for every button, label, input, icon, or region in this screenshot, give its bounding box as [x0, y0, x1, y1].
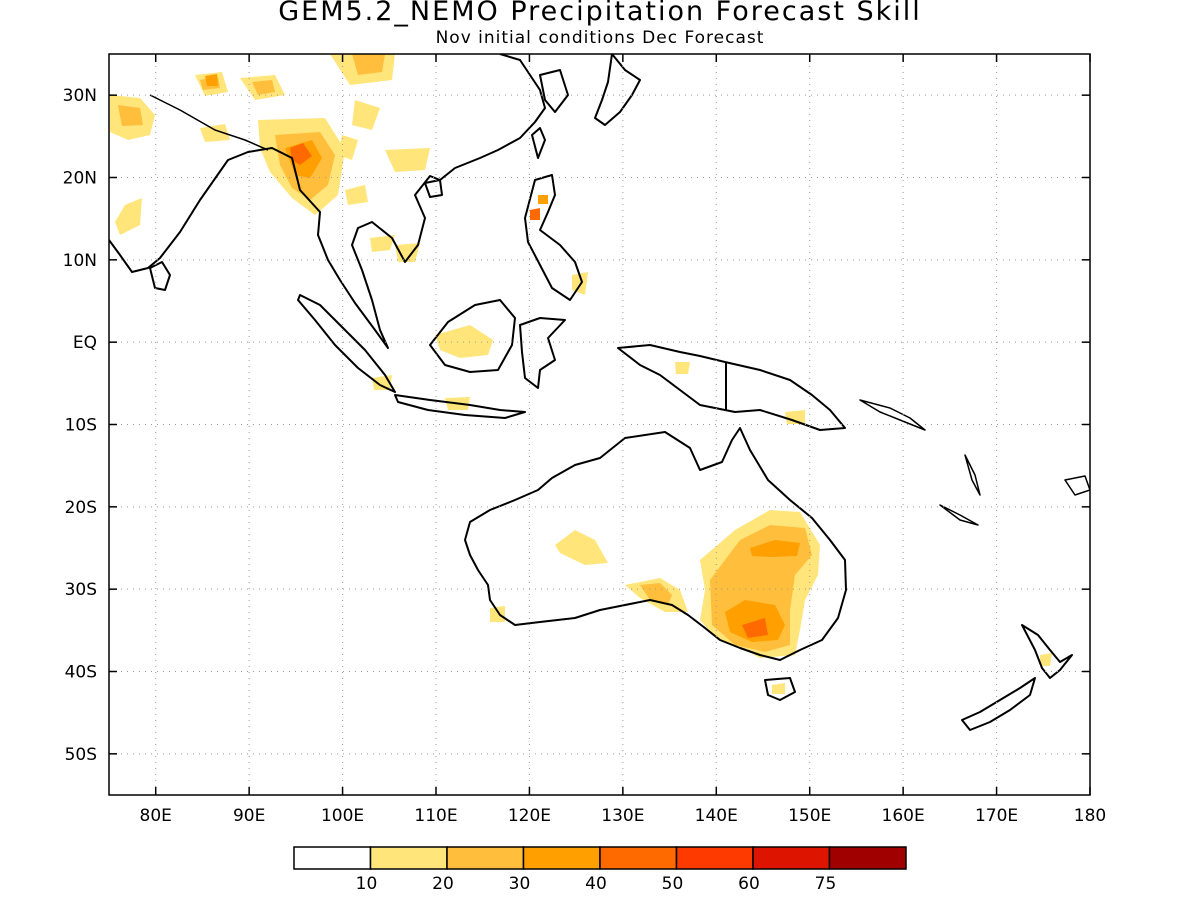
- colorbar-swatch: [675, 846, 754, 870]
- lon-tick-label: 150E: [788, 806, 831, 826]
- colorbar-label: 75: [815, 874, 837, 894]
- lon-tick-label: 180: [1074, 806, 1106, 826]
- lon-tick-label: 110E: [414, 806, 457, 826]
- colorbar-swatch: [446, 846, 525, 870]
- colorbar-label: 50: [662, 874, 684, 894]
- korea-peninsula: [539, 69, 569, 113]
- colorbar-swatch: [522, 846, 601, 870]
- lat-tick-label: 50S: [65, 745, 97, 765]
- lon-tick-label: 80E: [140, 806, 172, 826]
- asia-mainland-coast: [109, 54, 546, 349]
- sulawesi: [519, 317, 566, 389]
- australia-coast: [464, 427, 847, 661]
- sumatra: [297, 294, 396, 393]
- colorbar-swatch: [293, 846, 372, 870]
- solomon-islands: [859, 399, 926, 431]
- lat-tick-label: 20S: [65, 498, 97, 518]
- map-subtitle: Nov initial conditions Dec Forecast: [435, 28, 765, 48]
- lon-tick-label: 170E: [975, 806, 1018, 826]
- lat-tick-label: 10S: [65, 416, 97, 436]
- hainan: [424, 179, 443, 198]
- colorbar-swatch: [828, 846, 907, 870]
- lon-tick-label: 120E: [508, 806, 551, 826]
- lat-tick-label: 30N: [63, 86, 97, 106]
- colorbar-swatch: [752, 846, 831, 870]
- axis-labels: 30N 20N 10N EQ 10S 20S 30S 40S 50S 80E 90E 100E 110E…: [63, 86, 1107, 826]
- vanuatu: [964, 454, 981, 496]
- colorbar-label: 30: [509, 874, 531, 894]
- lat-tick-label: 40S: [65, 663, 97, 683]
- colorbar-label: 20: [432, 874, 454, 894]
- java: [394, 394, 526, 419]
- coastlines: [109, 54, 1090, 731]
- map-grid: [109, 54, 1091, 795]
- lat-tick-label: 10N: [63, 251, 97, 271]
- taiwan: [531, 127, 546, 159]
- colorbar-label: 40: [585, 874, 607, 894]
- colorbar-label: 10: [356, 874, 378, 894]
- colorbar: 10 20 30 40 50 60 75: [293, 846, 907, 894]
- lat-tick-label: 30S: [65, 580, 97, 600]
- lon-tick-label: 130E: [601, 806, 644, 826]
- new-guinea: [617, 344, 846, 431]
- philippines: [524, 174, 583, 301]
- skill-shading: [110, 54, 1052, 694]
- new-caledonia: [939, 504, 979, 526]
- sri-lanka: [149, 261, 171, 291]
- colorbar-swatch: [599, 846, 678, 870]
- lon-tick-label: 140E: [695, 806, 738, 826]
- new-zealand-south: [961, 677, 1036, 731]
- new-zealand-north: [1021, 624, 1073, 679]
- himalaya-border: [149, 94, 269, 151]
- lon-tick-label: 100E: [321, 806, 364, 826]
- shading-level-10-20: [110, 54, 1052, 694]
- lon-tick-label: 90E: [233, 806, 265, 826]
- lon-tick-label: 160E: [882, 806, 925, 826]
- lat-tick-label: EQ: [73, 333, 97, 353]
- shading-level-40-50: [290, 143, 768, 638]
- colorbar-label: 60: [738, 874, 760, 894]
- japan-korea-coast: [594, 54, 641, 126]
- map-frame: [108, 53, 1091, 796]
- tasmania: [764, 677, 796, 701]
- map-title: GEM5.2_NEMO Precipitation Forecast Skill: [278, 0, 922, 27]
- lat-tick-label: 20N: [63, 169, 97, 189]
- colorbar-swatch: [369, 846, 448, 870]
- fiji: [1064, 475, 1090, 496]
- borneo: [429, 299, 516, 373]
